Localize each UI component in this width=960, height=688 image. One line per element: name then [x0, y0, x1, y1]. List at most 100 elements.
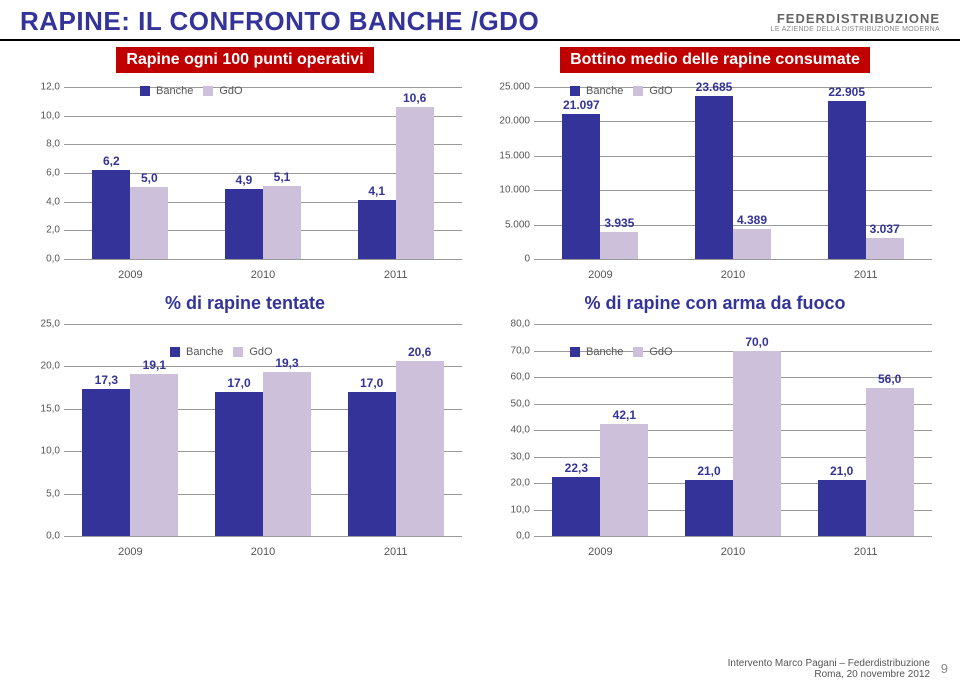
bar-value-label: 5,0: [141, 171, 158, 185]
bar-gdo: 3.935: [600, 232, 638, 259]
gridline: [534, 259, 932, 260]
y-tick: 25.000: [499, 82, 534, 93]
gridline: [534, 536, 932, 537]
y-tick: 60,0: [511, 372, 534, 383]
x-axis: 200920102011: [534, 546, 932, 558]
legend-swatch: [140, 86, 150, 96]
y-tick: 10.000: [499, 185, 534, 196]
bar-value-label: 4,1: [368, 184, 385, 198]
bar-banche: 22.905: [828, 101, 866, 259]
bar-value-label: 21.097: [563, 98, 600, 112]
bar-value-label: 10,6: [403, 91, 426, 105]
bar-group: 21,070,0: [667, 324, 800, 536]
bar-gdo: 19,3: [263, 372, 311, 536]
footer-line2: Roma, 20 novembre 2012: [728, 669, 930, 680]
legend: Banche GdO: [570, 346, 673, 358]
x-tick: 2011: [329, 546, 462, 558]
bar-gdo: 10,6: [396, 107, 434, 259]
bar-gdo: 5,0: [130, 187, 168, 259]
y-tick: 70,0: [511, 345, 534, 356]
y-tick: 5.000: [505, 219, 534, 230]
chart-br-title: % di rapine con arma da fuoco: [490, 293, 940, 314]
bar-banche: 4,9: [225, 189, 263, 259]
legend-item: GdO: [203, 85, 242, 97]
bar-value-label: 6,2: [103, 154, 120, 168]
legend-label: Banche: [156, 85, 193, 97]
bar-gdo: 5,1: [263, 186, 301, 259]
bar-group: 22.905 3.037: [799, 87, 932, 259]
legend-swatch: [633, 86, 643, 96]
bar-group: 23.6854.389: [667, 87, 800, 259]
legend: Banche GdO: [570, 85, 673, 97]
x-tick: 2009: [534, 546, 667, 558]
gridline: [64, 536, 462, 537]
bar-group: 4,95,1: [197, 87, 330, 259]
x-tick: 2011: [799, 546, 932, 558]
bar-group: 6,2 5,0: [64, 87, 197, 259]
footer: Intervento Marco Pagani – Federdistribuz…: [728, 658, 930, 680]
header: RAPINE: IL CONFRONTO BANCHE /GDO FEDERDI…: [0, 0, 960, 41]
bar-value-label: 4,9: [236, 173, 253, 187]
chart-top-left: Rapine ogni 100 punti operativi 0,02,04,…: [20, 47, 470, 281]
legend-item: GdO: [633, 346, 672, 358]
chart-top-right: Bottino medio delle rapine consumate 05.…: [490, 47, 940, 281]
y-tick: 2,0: [46, 225, 64, 236]
bar-value-label: 3.935: [604, 216, 634, 230]
legend-label: GdO: [649, 85, 672, 97]
chart-tl-body: 0,02,04,06,08,010,012,06,25,04,95,14,110…: [20, 81, 470, 281]
y-tick: 4,0: [46, 196, 64, 207]
legend-label: Banche: [186, 346, 223, 358]
legend-swatch: [170, 347, 180, 357]
row-top: Rapine ogni 100 punti operativi 0,02,04,…: [0, 47, 960, 281]
bar-group: 17,020,6: [329, 324, 462, 536]
bar-value-label: 3.037: [870, 222, 900, 236]
bar-value-label: 22,3: [565, 461, 588, 475]
y-tick: 20,0: [41, 361, 64, 372]
legend-label: Banche: [586, 346, 623, 358]
legend-swatch: [233, 347, 243, 357]
x-axis: 200920102011: [64, 269, 462, 281]
bar-value-label: 4.389: [737, 213, 767, 227]
legend-item: Banche: [140, 85, 193, 97]
bar-banche: 17,0: [215, 392, 263, 536]
y-tick: 25,0: [41, 319, 64, 330]
bar-value-label: 56,0: [878, 372, 901, 386]
bar-gdo: 42,1: [600, 424, 648, 536]
legend-item: Banche: [570, 85, 623, 97]
chart-bottom-right: % di rapine con arma da fuoco 0,010,020,…: [490, 289, 940, 558]
bar-group: 4,1 10,6: [329, 87, 462, 259]
legend: BancheGdO: [170, 346, 273, 358]
bar-group: 21.0973.935: [534, 87, 667, 259]
y-tick: 40,0: [511, 425, 534, 436]
chart-bl-body: 0,05,010,015,020,025,017,319,117,019,317…: [20, 318, 470, 558]
legend-item: Banche: [170, 346, 223, 358]
y-tick: 10,0: [41, 446, 64, 457]
y-tick: 0,0: [46, 254, 64, 265]
legend-label: GdO: [219, 85, 242, 97]
x-tick: 2010: [197, 546, 330, 558]
y-tick: 5,0: [46, 488, 64, 499]
y-tick: 20,0: [511, 478, 534, 489]
legend-label: Banche: [586, 85, 623, 97]
bar-value-label: 17,0: [227, 376, 250, 390]
y-tick: 10,0: [41, 110, 64, 121]
x-axis: 200920102011: [64, 546, 462, 558]
bar-groups: 21.0973.93523.6854.38922.9053.037: [534, 87, 932, 259]
x-tick: 2010: [667, 546, 800, 558]
y-tick: 20.000: [499, 116, 534, 127]
x-tick: 2009: [64, 546, 197, 558]
x-tick: 2011: [329, 269, 462, 281]
legend-item: GdO: [633, 85, 672, 97]
y-tick: 12,0: [41, 82, 64, 93]
bar-gdo: 70,0: [733, 351, 781, 537]
bar-banche: 21,0: [685, 480, 733, 536]
chart-tr-body: 05.00010.00015.00020.00025.00021.0973.93…: [490, 81, 940, 281]
row-bottom: % di rapine tentate 0,05,010,015,020,025…: [0, 289, 960, 558]
bar-gdo: 19,1: [130, 374, 178, 536]
bar-banche: 21.097: [562, 114, 600, 259]
bar-value-label: 42,1: [613, 408, 636, 422]
plot-area: 05.00010.00015.00020.00025.00021.0973.93…: [534, 87, 932, 259]
y-tick: 30,0: [511, 451, 534, 462]
bar-banche: 17,0: [348, 392, 396, 536]
chart-tr-title: Bottino medio delle rapine consumate: [560, 47, 870, 73]
